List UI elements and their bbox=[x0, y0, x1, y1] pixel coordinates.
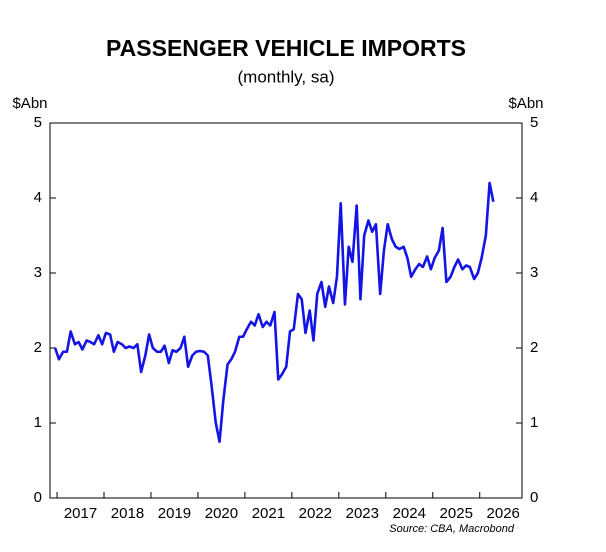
y-tick-label: 0 bbox=[34, 489, 42, 506]
x-tick-label: 2019 bbox=[158, 505, 191, 522]
x-tick-label: 2020 bbox=[205, 505, 238, 522]
y-tick-label: 1 bbox=[34, 414, 42, 431]
source-note: Source: CBA, Macrobond bbox=[389, 523, 515, 535]
plot-frame bbox=[49, 122, 523, 499]
y2-tick-label: 2 bbox=[530, 339, 538, 356]
y2-tick-label: 0 bbox=[530, 489, 538, 506]
y2-axis-label: $Abn bbox=[508, 95, 543, 112]
x-tick-label: 2024 bbox=[393, 505, 426, 522]
x-tick-label: 2023 bbox=[346, 505, 379, 522]
y2-tick-label: 4 bbox=[530, 189, 538, 206]
y-tick-label: 4 bbox=[34, 189, 42, 206]
y-axis-label: $Abn bbox=[12, 95, 47, 112]
x-tick-label: 2022 bbox=[299, 505, 332, 522]
data-line bbox=[53, 181, 495, 444]
x-tick-label: 2018 bbox=[111, 505, 144, 522]
y-tick-label: 2 bbox=[34, 339, 42, 356]
x-tick-label: 2026 bbox=[487, 505, 520, 522]
chart-subtitle: (monthly, sa) bbox=[238, 67, 335, 86]
x-tick-label: 2025 bbox=[440, 505, 473, 522]
x-tick-label: 2017 bbox=[64, 505, 97, 522]
y2-tick-label: 5 bbox=[530, 114, 538, 131]
y2-tick-label: 3 bbox=[530, 264, 538, 281]
y-tick-label: 3 bbox=[34, 264, 42, 281]
y2-tick-label: 1 bbox=[530, 414, 538, 431]
chart-title: PASSENGER VEHICLE IMPORTS bbox=[106, 35, 466, 61]
x-tick-label: 2021 bbox=[252, 505, 285, 522]
y-tick-label: 5 bbox=[34, 114, 42, 131]
